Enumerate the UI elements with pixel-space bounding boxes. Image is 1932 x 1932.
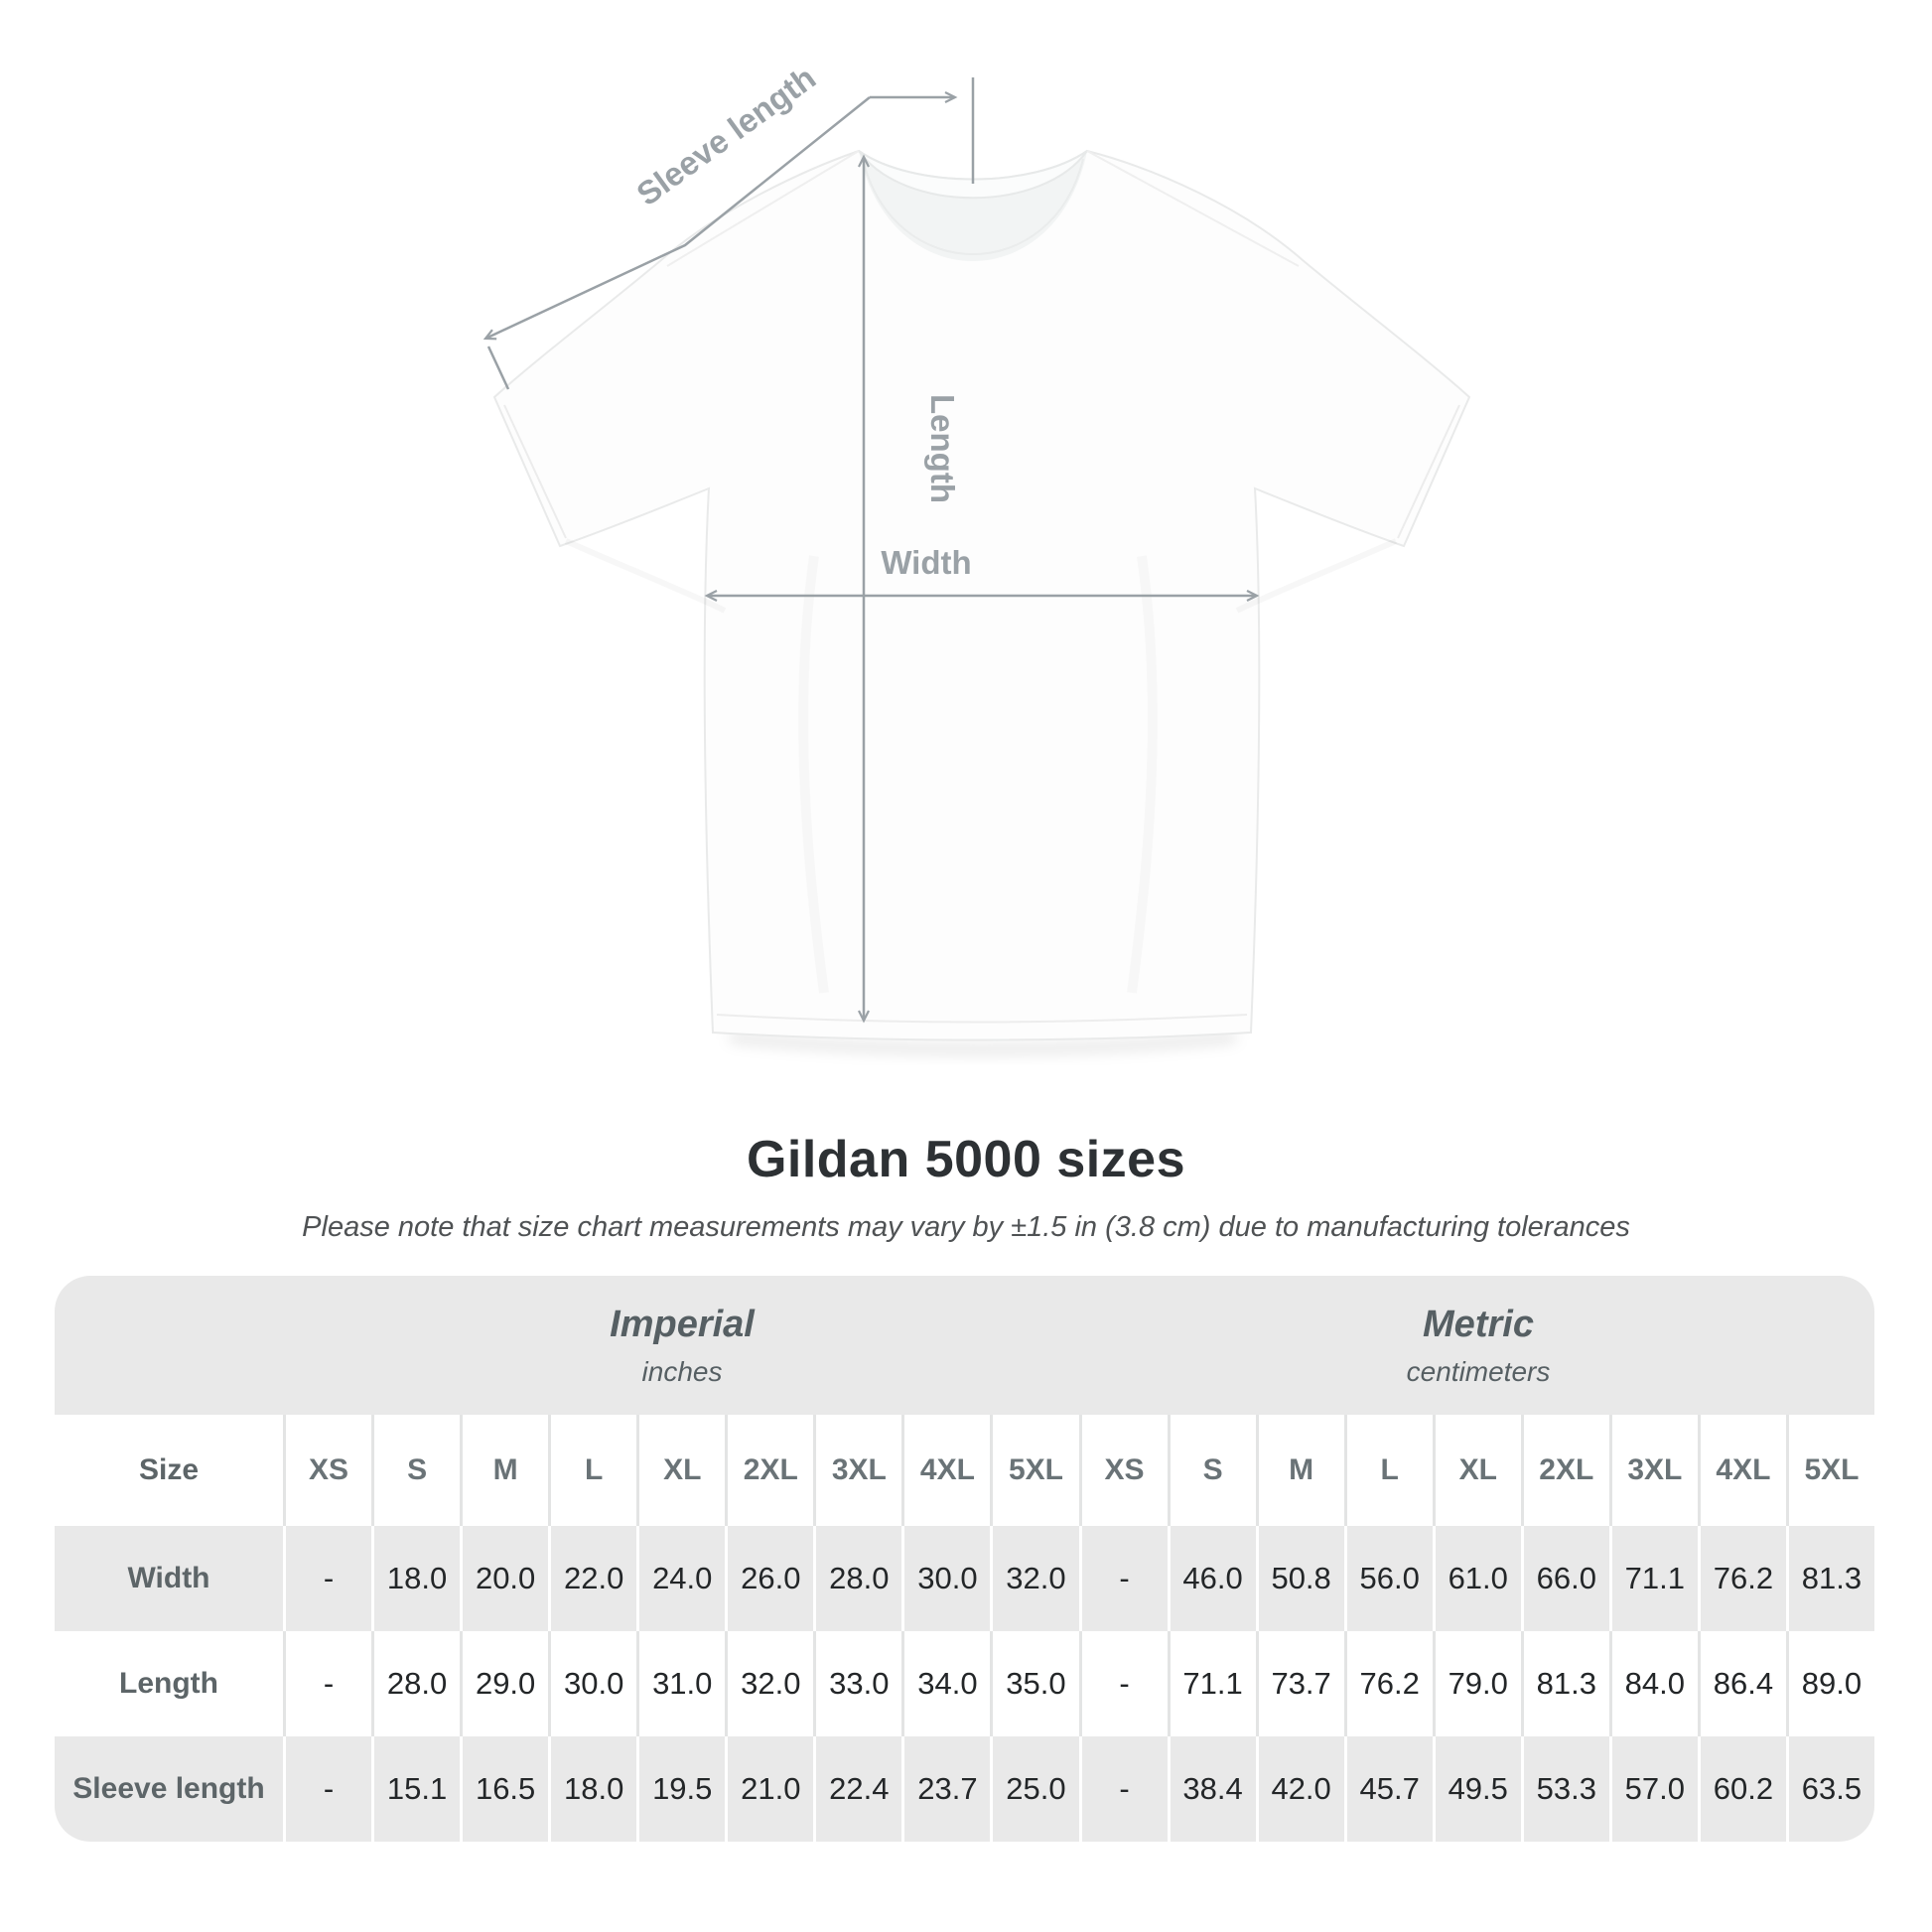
tolerance-note: Please note that size chart measurements… bbox=[302, 1211, 1630, 1243]
value-cell: - bbox=[1078, 1736, 1168, 1842]
value-cell: 19.5 bbox=[636, 1736, 726, 1842]
value-cell: 49.5 bbox=[1432, 1736, 1521, 1842]
value-cell: 30.0 bbox=[548, 1631, 637, 1736]
value-cell: 42.0 bbox=[1255, 1736, 1344, 1842]
sleeve-leader-line bbox=[486, 345, 510, 390]
value-cell: 24.0 bbox=[636, 1526, 726, 1631]
value-cell: 31.0 bbox=[636, 1631, 726, 1736]
value-cell: 50.8 bbox=[1255, 1526, 1344, 1631]
metric-label: Metric bbox=[1423, 1303, 1534, 1345]
value-cell: 35.0 bbox=[990, 1631, 1079, 1736]
value-cell: 26.0 bbox=[725, 1526, 814, 1631]
value-cell: 28.0 bbox=[371, 1631, 461, 1736]
length-label: Length bbox=[924, 394, 961, 503]
shirt-shadow bbox=[730, 1033, 1236, 1054]
metric-unit-label: centimeters bbox=[1406, 1355, 1551, 1387]
size-col-header-metric-xl: XL bbox=[1432, 1415, 1521, 1526]
size-table: Imperial inches Metric centimeters Size X… bbox=[55, 1276, 1874, 1842]
size-col-header-imperial-l: L bbox=[548, 1415, 637, 1526]
value-cell: 81.3 bbox=[1785, 1526, 1874, 1631]
value-cell: 32.0 bbox=[725, 1631, 814, 1736]
value-cell: 71.1 bbox=[1608, 1526, 1698, 1631]
size-col-header-metric-xs: XS bbox=[1078, 1415, 1168, 1526]
unit-header-band: Imperial inches Metric centimeters bbox=[55, 1276, 1874, 1415]
value-cell: 21.0 bbox=[725, 1736, 814, 1842]
value-cell: 32.0 bbox=[990, 1526, 1079, 1631]
value-cell: 81.3 bbox=[1520, 1631, 1609, 1736]
size-col-header-metric-4xl: 4XL bbox=[1697, 1415, 1786, 1526]
sleeve-diagonal-arrow bbox=[483, 96, 871, 341]
value-cell: 22.0 bbox=[548, 1526, 637, 1631]
value-cell: 23.7 bbox=[901, 1736, 991, 1842]
value-cell: 33.0 bbox=[813, 1631, 902, 1736]
value-cell: 60.2 bbox=[1697, 1736, 1786, 1842]
value-cell: 73.7 bbox=[1255, 1631, 1344, 1736]
value-cell: 63.5 bbox=[1785, 1736, 1874, 1842]
value-cell: 22.4 bbox=[813, 1736, 902, 1842]
imperial-section-header: Imperial inches bbox=[610, 1276, 755, 1415]
value-cell: 76.2 bbox=[1343, 1631, 1433, 1736]
value-cell: 46.0 bbox=[1167, 1526, 1256, 1631]
value-cell: 38.4 bbox=[1167, 1736, 1256, 1842]
size-col-header-metric-s: S bbox=[1167, 1415, 1256, 1526]
size-grid: Size XS S M L XL 2XL 3XL 4XL 5XL XS S M L XL 2XL 3XL 4XL 5… bbox=[55, 1415, 1874, 1842]
size-col-header-imperial-3xl: 3XL bbox=[813, 1415, 902, 1526]
size-col-header-metric-5xl: 5XL bbox=[1785, 1415, 1874, 1526]
measurement-lines bbox=[483, 77, 1260, 1024]
value-cell: 18.0 bbox=[371, 1526, 461, 1631]
row-label: Length bbox=[55, 1631, 283, 1736]
value-cell: 89.0 bbox=[1785, 1631, 1874, 1736]
value-cell: 53.3 bbox=[1520, 1736, 1609, 1842]
size-col-header-metric-2xl: 2XL bbox=[1520, 1415, 1609, 1526]
value-cell: - bbox=[1078, 1631, 1168, 1736]
value-cell: 66.0 bbox=[1520, 1526, 1609, 1631]
value-cell: - bbox=[1078, 1526, 1168, 1631]
value-cell: 56.0 bbox=[1343, 1526, 1433, 1631]
size-col-header-metric-3xl: 3XL bbox=[1608, 1415, 1698, 1526]
value-cell: - bbox=[283, 1631, 372, 1736]
size-col-header-imperial-xs: XS bbox=[283, 1415, 372, 1526]
value-cell: 79.0 bbox=[1432, 1631, 1521, 1736]
width-label: Width bbox=[881, 544, 971, 581]
value-cell: 16.5 bbox=[460, 1736, 549, 1842]
value-cell: 45.7 bbox=[1343, 1736, 1433, 1842]
size-col-header-imperial-m: M bbox=[460, 1415, 549, 1526]
size-col-header-imperial-2xl: 2XL bbox=[725, 1415, 814, 1526]
value-cell: 20.0 bbox=[460, 1526, 549, 1631]
size-col-header-imperial-4xl: 4XL bbox=[901, 1415, 991, 1526]
value-cell: 61.0 bbox=[1432, 1526, 1521, 1631]
size-col-header-imperial-5xl: 5XL bbox=[990, 1415, 1079, 1526]
imperial-label: Imperial bbox=[610, 1303, 755, 1345]
value-cell: 71.1 bbox=[1167, 1631, 1256, 1736]
value-cell: - bbox=[283, 1736, 372, 1842]
value-cell: 84.0 bbox=[1608, 1631, 1698, 1736]
value-cell: 57.0 bbox=[1608, 1736, 1698, 1842]
tshirt-measurement-diagram: Sleeve length Length Width bbox=[483, 59, 1471, 1054]
page-title: Gildan 5000 sizes bbox=[746, 1131, 1186, 1188]
value-cell: 25.0 bbox=[990, 1736, 1079, 1842]
value-cell: 34.0 bbox=[901, 1631, 991, 1736]
size-col-header-metric-l: L bbox=[1343, 1415, 1433, 1526]
row-label: Width bbox=[55, 1526, 283, 1631]
value-cell: 18.0 bbox=[548, 1736, 637, 1842]
metric-section-header: Metric centimeters bbox=[1407, 1276, 1551, 1415]
value-cell: 86.4 bbox=[1697, 1631, 1786, 1736]
value-cell: - bbox=[283, 1526, 372, 1631]
value-cell: 29.0 bbox=[460, 1631, 549, 1736]
value-cell: 28.0 bbox=[813, 1526, 902, 1631]
imperial-unit-label: inches bbox=[641, 1355, 723, 1387]
size-col-header-imperial-s: S bbox=[371, 1415, 461, 1526]
size-corner-label: Size bbox=[55, 1415, 283, 1526]
value-cell: 76.2 bbox=[1697, 1526, 1786, 1631]
row-label: Sleeve length bbox=[55, 1736, 283, 1842]
value-cell: 15.1 bbox=[371, 1736, 461, 1842]
value-cell: 30.0 bbox=[901, 1526, 991, 1631]
size-col-header-imperial-xl: XL bbox=[636, 1415, 726, 1526]
size-col-header-metric-m: M bbox=[1255, 1415, 1344, 1526]
